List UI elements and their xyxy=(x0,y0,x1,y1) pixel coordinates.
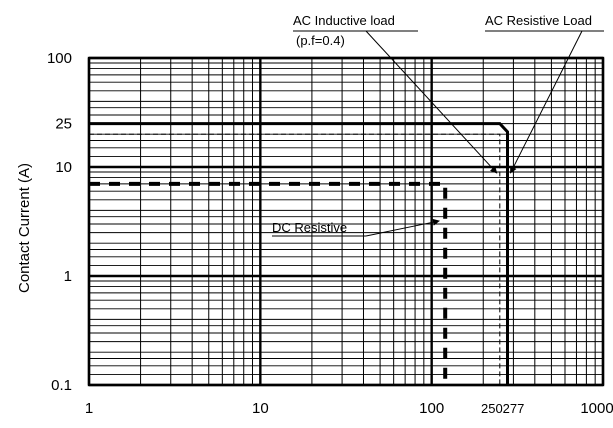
y-tick-label: 1 xyxy=(64,268,72,285)
annotation-ac-inductive-line2: (p.f=0.4) xyxy=(296,33,345,48)
y-axis-label: Contact Current (A) xyxy=(16,163,33,293)
chart-annotations: AC Inductive load (p.f=0.4) AC Resistive… xyxy=(272,13,604,237)
x-tick-label: 277 xyxy=(503,401,525,416)
y-tick-label: 100 xyxy=(47,50,72,67)
x-tick-label: 100 xyxy=(419,400,444,417)
annotation-dc-resistive: DC Resistive xyxy=(272,220,347,235)
x-tick-label: 1 xyxy=(85,400,93,417)
annotation-ac-inductive-line1: AC Inductive load xyxy=(293,13,395,28)
x-tick-label: 250 xyxy=(481,401,503,416)
y-tick-label: 25 xyxy=(55,116,72,133)
annotation-ac-resistive: AC Resistive Load xyxy=(485,13,592,28)
series-line-1 xyxy=(89,133,501,385)
x-tick-label: 1000 xyxy=(580,400,613,417)
annotation-ac-inductive-leader xyxy=(365,30,498,174)
plot-frame xyxy=(87,56,605,387)
chart-axes: 1 10 100 250 277 1000 100 25 10 1 0.1 xyxy=(47,50,613,417)
y-tick-label: 10 xyxy=(55,159,72,176)
chart-series xyxy=(89,122,509,385)
series-line-2 xyxy=(89,181,448,385)
series-line-0 xyxy=(89,122,509,385)
annotation-dc-resistive-leader xyxy=(365,218,440,237)
x-tick-label: 10 xyxy=(252,400,269,417)
y-tick-label: 0.1 xyxy=(51,377,72,394)
annotation-ac-resistive-leader xyxy=(510,30,583,174)
